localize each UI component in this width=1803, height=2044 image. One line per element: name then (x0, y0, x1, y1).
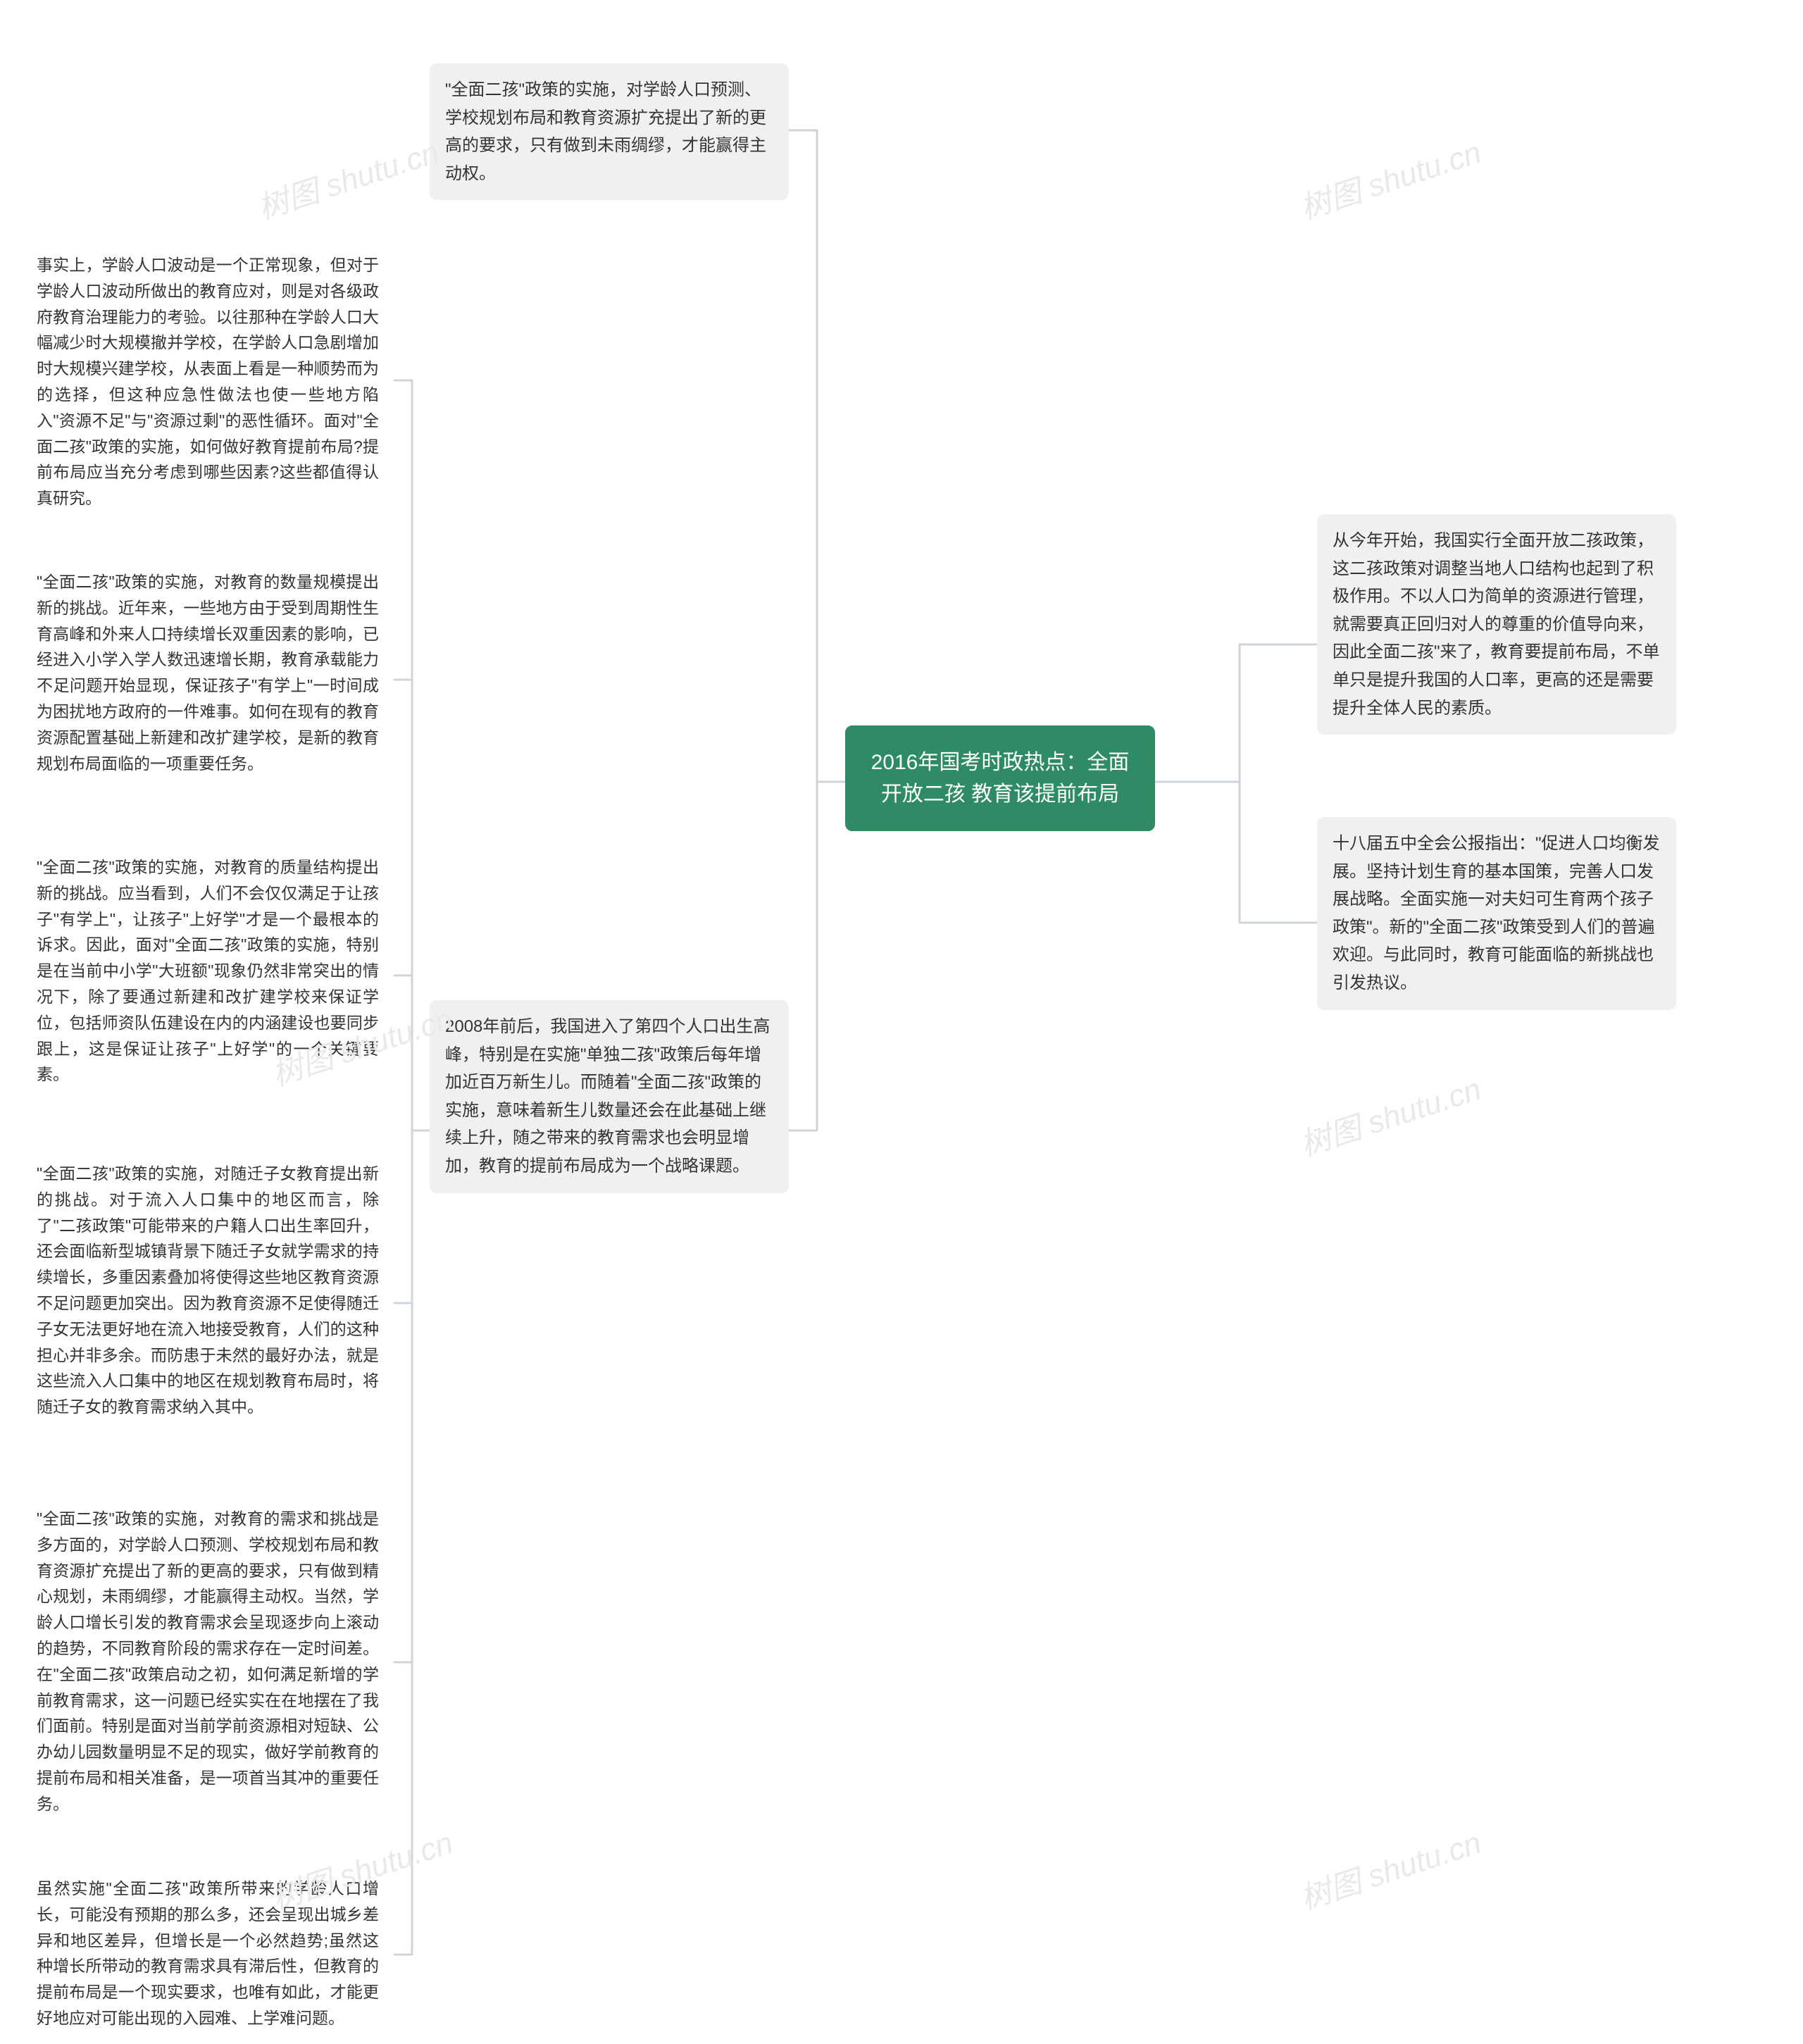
leaf-3: "全面二孩"政策的实施，对教育的质量结构提出新的挑战。应当看到，人们不会仅仅满足… (21, 842, 394, 1100)
watermark-1: 树图 shutu.cn (251, 127, 444, 228)
leaf-5: "全面二孩"政策的实施，对教育的需求和挑战是多方面的，对学龄人口预测、学校规划布… (21, 1493, 394, 1830)
leaf-1: 事实上，学龄人口波动是一个正常现象，但对于学龄人口波动所做出的教育应对，则是对各… (21, 239, 394, 524)
leaf-5-text: "全面二孩"政策的实施，对教育的需求和挑战是多方面的，对学龄人口预测、学校规划布… (37, 1509, 379, 1813)
watermark-4: 树图 shutu.cn (1294, 1064, 1486, 1164)
leaf-6: 虽然实施"全面二孩"政策所带来的学龄人口增长，可能没有预期的那么多，还会呈现出城… (21, 1863, 394, 2044)
leaf-4: "全面二孩"政策的实施，对随迁子女教育提出新的挑战。对于流入人口集中的地区而言，… (21, 1148, 394, 1433)
center-text: 2016年国考时政热点：全面开放二孩 教育该提前布局 (871, 751, 1130, 806)
leaf-1-text: 事实上，学龄人口波动是一个正常现象，但对于学龄人口波动所做出的教育应对，则是对各… (37, 256, 379, 507)
leaf-2: "全面二孩"政策的实施，对教育的数量规模提出新的挑战。近年来，一些地方由于受到周… (21, 556, 394, 789)
gray-left-2-text: 2008年前后，我国进入了第四个人口出生高峰，特别是在实施"单独二孩"政策后每年… (445, 1017, 770, 1176)
leaf-4-text: "全面二孩"政策的实施，对随迁子女教育提出新的挑战。对于流入人口集中的地区而言，… (37, 1164, 379, 1416)
right-node-1: 从今年开始，我国实行全面开放二孩政策，这二孩政策对调整当地人口结构也起到了积极作… (1317, 514, 1676, 735)
right-node-2: 十八届五中全会公报指出："促进人口均衡发展。坚持计划生育的基本国策，完善人口发展… (1317, 817, 1676, 1010)
gray-left-1-text: "全面二孩"政策的实施，对学龄人口预测、学校规划布局和教育资源扩充提出了新的更高… (445, 80, 766, 183)
center-node: 2016年国考时政热点：全面开放二孩 教育该提前布局 (845, 725, 1155, 831)
gray-left-2: 2008年前后，我国进入了第四个人口出生高峰，特别是在实施"单独二孩"政策后每年… (430, 1000, 789, 1193)
leaf-3-text: "全面二孩"政策的实施，对教育的质量结构提出新的挑战。应当看到，人们不会仅仅满足… (37, 858, 379, 1083)
gray-left-1: "全面二孩"政策的实施，对学龄人口预测、学校规划布局和教育资源扩充提出了新的更高… (430, 63, 789, 200)
leaf-6-text: 虽然实施"全面二孩"政策所带来的学龄人口增长，可能没有预期的那么多，还会呈现出城… (37, 1879, 379, 2027)
watermark-2: 树图 shutu.cn (1294, 127, 1486, 228)
right-node-2-text: 十八届五中全会公报指出："促进人口均衡发展。坚持计划生育的基本国策，完善人口发展… (1333, 834, 1660, 992)
watermark-6: 树图 shutu.cn (1294, 1817, 1486, 1918)
right-node-1-text: 从今年开始，我国实行全面开放二孩政策，这二孩政策对调整当地人口结构也起到了积极作… (1333, 531, 1660, 718)
leaf-2-text: "全面二孩"政策的实施，对教育的数量规模提出新的挑战。近年来，一些地方由于受到周… (37, 573, 379, 773)
